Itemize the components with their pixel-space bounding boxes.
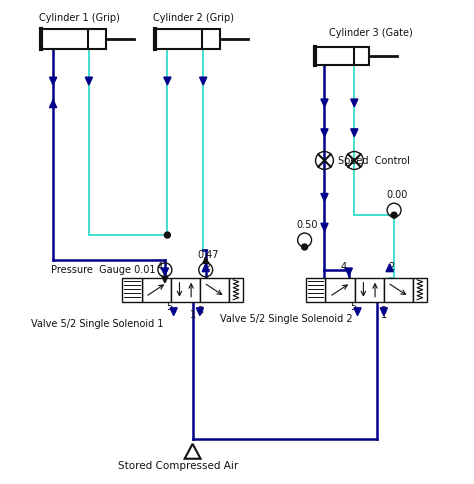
Text: 4: 4: [157, 262, 163, 272]
Text: 5: 5: [166, 302, 173, 312]
Text: Pressure  Gauge 0.01: Pressure Gauge 0.01: [51, 265, 155, 275]
Text: 1: 1: [382, 310, 388, 319]
Text: 0.00: 0.00: [386, 190, 408, 200]
Polygon shape: [85, 77, 92, 85]
Bar: [142, 278, 171, 302]
Polygon shape: [196, 308, 203, 316]
Polygon shape: [162, 276, 168, 283]
Polygon shape: [49, 100, 57, 107]
Polygon shape: [161, 268, 168, 276]
Polygon shape: [351, 129, 358, 136]
Bar: [355, 278, 384, 302]
Text: Speed  Control: Speed Control: [338, 156, 410, 166]
Bar: [413, 278, 427, 302]
Polygon shape: [200, 77, 207, 85]
Circle shape: [301, 244, 308, 250]
Bar: [315, 47, 369, 65]
Bar: [122, 278, 142, 302]
Text: 0.50: 0.50: [297, 220, 318, 230]
Polygon shape: [321, 129, 328, 136]
Text: Cylinder 1 (Grip): Cylinder 1 (Grip): [39, 13, 120, 23]
Polygon shape: [49, 77, 57, 85]
Text: Cylinder 3 (Gate): Cylinder 3 (Gate): [329, 28, 413, 38]
Text: 5: 5: [350, 302, 357, 312]
Bar: [155, 29, 220, 49]
Text: 2: 2: [205, 262, 211, 272]
Text: Cylinder 2 (Grip): Cylinder 2 (Grip): [154, 13, 235, 23]
Bar: [306, 278, 326, 302]
Text: 3: 3: [381, 305, 387, 316]
Polygon shape: [351, 99, 358, 107]
Bar: [200, 278, 229, 302]
Text: 0.47: 0.47: [198, 250, 219, 260]
Text: Valve 5/2 Single Solenoid 1: Valve 5/2 Single Solenoid 1: [31, 319, 164, 330]
Bar: [171, 278, 200, 302]
Text: Valve 5/2 Single Solenoid 2: Valve 5/2 Single Solenoid 2: [220, 314, 353, 323]
Text: Stored Compressed Air: Stored Compressed Air: [118, 461, 238, 470]
Bar: [384, 278, 413, 302]
Polygon shape: [386, 264, 393, 272]
Polygon shape: [203, 257, 209, 263]
Polygon shape: [202, 264, 210, 272]
Bar: [229, 278, 243, 302]
Polygon shape: [170, 308, 177, 316]
Polygon shape: [164, 77, 171, 85]
Text: 4: 4: [341, 262, 347, 272]
Polygon shape: [321, 223, 328, 231]
Polygon shape: [321, 194, 328, 201]
Circle shape: [391, 212, 397, 218]
Polygon shape: [354, 308, 361, 316]
Bar: [326, 278, 355, 302]
Text: 2: 2: [389, 262, 395, 272]
Polygon shape: [345, 268, 352, 276]
Text: 3: 3: [197, 305, 203, 316]
Polygon shape: [321, 99, 328, 107]
Text: 1: 1: [190, 310, 196, 319]
Circle shape: [164, 232, 170, 238]
Polygon shape: [380, 308, 387, 316]
Bar: [41, 29, 106, 49]
